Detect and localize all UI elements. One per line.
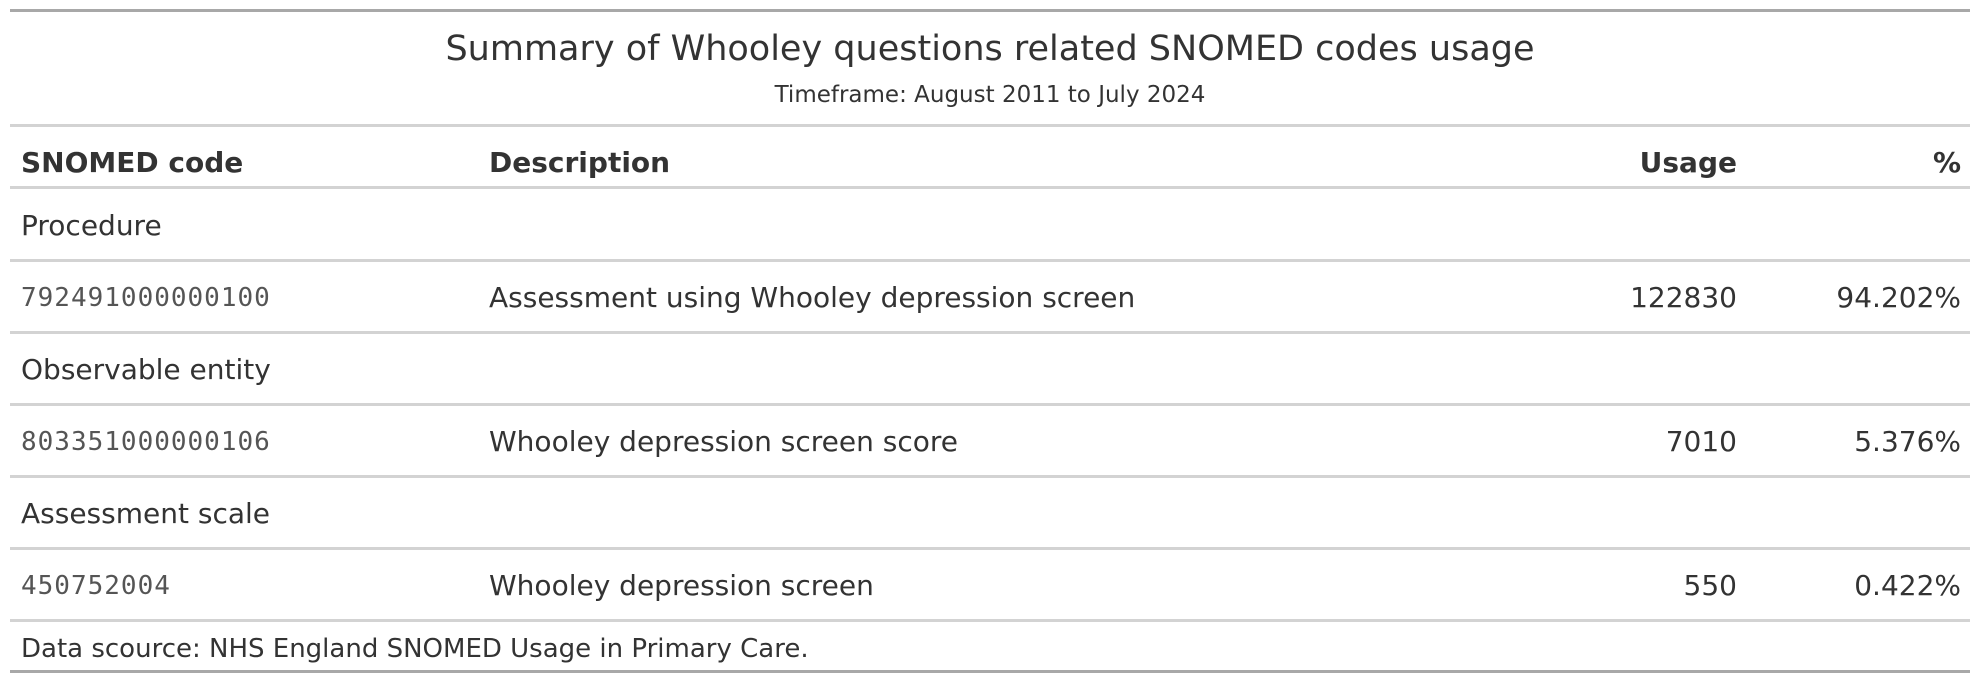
row-divider <box>10 331 1970 334</box>
group-divider <box>10 547 1970 550</box>
description-cell: Whooley depression screen score <box>489 425 959 458</box>
usage-cell: 122830 <box>1630 281 1737 314</box>
description-cell: Assessment using Whooley depression scre… <box>489 281 1136 314</box>
source-note: Data scource: NHS England SNOMED Usage i… <box>21 634 809 664</box>
column-header-usage: Usage <box>1639 146 1737 179</box>
percent-cell: 94.202% <box>1836 281 1961 314</box>
snomed-code-cell: 450752004 <box>21 571 171 601</box>
table-subtitle: Timeframe: August 2011 to July 2024 <box>774 82 1206 108</box>
percent-cell: 0.422% <box>1854 569 1961 602</box>
group-divider <box>10 403 1970 406</box>
group-divider <box>10 259 1970 262</box>
group-label-observable-entity: Observable entity <box>21 353 271 386</box>
description-cell: Whooley depression screen <box>489 569 874 602</box>
row-divider <box>10 475 1970 478</box>
table-title: Summary of Whooley questions related SNO… <box>445 29 1535 69</box>
header-top-border <box>10 124 1970 127</box>
percent-cell: 5.376% <box>1854 425 1961 458</box>
snomed-code-cell: 803351000000106 <box>21 427 271 457</box>
header-bottom-border <box>10 186 1970 189</box>
usage-cell: 550 <box>1683 569 1737 602</box>
column-header-percent: % <box>1932 146 1961 179</box>
column-header-snomed-code: SNOMED code <box>21 146 244 179</box>
usage-cell: 7010 <box>1665 425 1737 458</box>
row-divider <box>10 619 1970 622</box>
table-frame: Summary of Whooley questions related SNO… <box>10 9 1970 673</box>
snomed-code-cell: 792491000000100 <box>21 283 271 313</box>
group-label-procedure: Procedure <box>21 209 162 242</box>
group-label-assessment-scale: Assessment scale <box>21 497 271 530</box>
column-header-description: Description <box>489 146 671 179</box>
